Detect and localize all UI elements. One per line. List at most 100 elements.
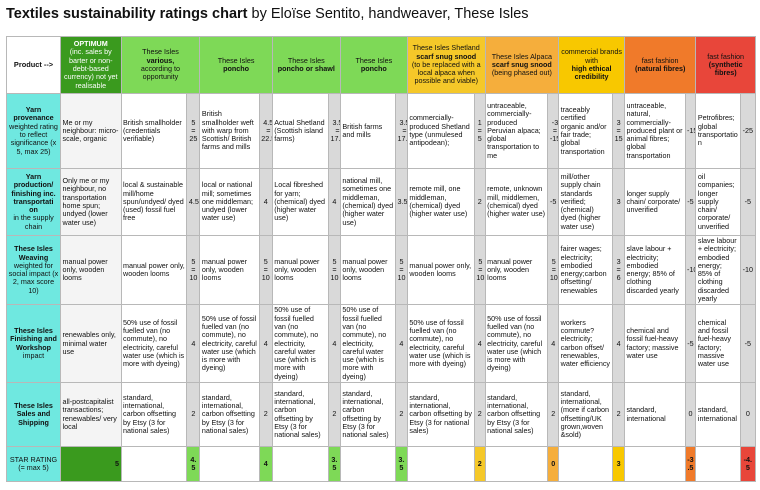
row-label-title: These Isles Weaving bbox=[14, 244, 53, 262]
criteria-score: 5 = 25 bbox=[186, 93, 201, 169]
criteria-score: 2 bbox=[547, 382, 560, 448]
column-header-line: fast fashion bbox=[707, 51, 745, 61]
row-label-sub: impact bbox=[22, 351, 45, 360]
criteria-text: chemical and fossil fuel-heavy factory; … bbox=[695, 304, 741, 384]
criteria-score: 2 bbox=[473, 382, 486, 448]
criteria-score: 0 bbox=[684, 382, 697, 448]
star-spacer bbox=[484, 446, 548, 483]
criteria-score: 2 bbox=[473, 168, 486, 236]
criteria-score: 3.5 = 17.5 bbox=[394, 93, 408, 169]
score-value: 0 bbox=[688, 409, 693, 419]
criteria-score: 5 = 10 bbox=[258, 234, 273, 306]
column-header-line: (inc. sales by barter or non-debt-based … bbox=[64, 47, 118, 90]
column-header-line: These Isles Shetland bbox=[412, 43, 480, 53]
criteria-text: Me or my neighbour: micro-scale, organic bbox=[60, 93, 122, 169]
criteria-score: 3.5 = 17.5 bbox=[327, 93, 341, 169]
criteria-score: 5 = 10 bbox=[394, 234, 408, 306]
score-value: 4 bbox=[263, 196, 268, 206]
criteria-score: 2 bbox=[612, 382, 626, 448]
star-value: -4.5 bbox=[739, 446, 757, 483]
criteria-text: renewables only, minimal water use bbox=[60, 304, 122, 384]
column-header-2: These Isles various, according to opportun… bbox=[120, 36, 201, 94]
score-value: 2 bbox=[332, 409, 337, 419]
criteria-score: -3 = -15 bbox=[547, 93, 560, 169]
score-value: 4 bbox=[477, 338, 482, 348]
criteria-text: national mill, sometimes one middleman, … bbox=[339, 168, 396, 236]
column-header-line: OPTIMUM bbox=[73, 39, 108, 49]
score-value: -5 bbox=[687, 338, 694, 348]
criteria-score: 4 bbox=[612, 304, 626, 384]
star-value: -3.5 bbox=[684, 446, 697, 483]
criteria-row: Yarn provenance weighted rating to reflec… bbox=[5, 93, 757, 169]
score-value: 5 = 10 bbox=[189, 256, 198, 283]
score-value: 3 = 6 bbox=[616, 256, 621, 283]
row-label-title: These Isles Finishing and Workshop bbox=[10, 326, 57, 352]
score-value: 4 bbox=[332, 338, 337, 348]
row-label: These Isles Sales and Shipping bbox=[5, 382, 62, 448]
star-spacer bbox=[624, 446, 686, 483]
criteria-text: remote mill, one middleman, (chemical) d… bbox=[406, 168, 475, 236]
row-label-title: Yarn production/ finishing inc. transpor… bbox=[11, 171, 56, 215]
score-value: 4 bbox=[191, 338, 196, 348]
criteria-text: remote, unknown mill, middlemen, (chemic… bbox=[484, 168, 549, 236]
star-value: 5 bbox=[60, 446, 122, 483]
star-spacer bbox=[271, 446, 329, 483]
column-header-3: These Isles poncho bbox=[199, 36, 273, 94]
criteria-score: 4.5 bbox=[186, 168, 201, 236]
star-value: 3.5 bbox=[394, 446, 408, 483]
criteria-text: British smallholder weft with warp from … bbox=[199, 93, 260, 169]
column-header-line: These Isles bbox=[217, 55, 255, 65]
column-header-6: These Isles Shetland scarf snug snood (to … bbox=[406, 36, 486, 94]
score-value: 3 = 15 bbox=[614, 117, 623, 144]
column-header-line: scarf snug snood bbox=[491, 59, 552, 69]
column-header-line: These Isles Alpaca bbox=[491, 51, 553, 61]
criteria-text: fairer wages; electricity; embodied ener… bbox=[558, 234, 614, 306]
score-value: -15 bbox=[687, 125, 695, 135]
criteria-score: 4.5 = 22.5 bbox=[258, 93, 273, 169]
score-value: 2 bbox=[263, 409, 268, 419]
criteria-text: manual power only, wooden looms bbox=[339, 234, 396, 306]
criteria-text: longer supply chain/ corporate/ unverifi… bbox=[624, 168, 686, 236]
title-rest: by Eloïse Sentito, handweaver, These Isl… bbox=[247, 6, 529, 22]
score-value: 4.5 bbox=[188, 196, 199, 206]
criteria-score: 5 = 10 bbox=[327, 234, 341, 306]
criteria-row: These Isles Finishing and Workshop impact… bbox=[5, 304, 757, 384]
score-value: 4 bbox=[551, 338, 556, 348]
column-header-10: fast fashion (synthetic fibres) bbox=[695, 36, 756, 94]
column-header-1: OPTIMUM (inc. sales by barter or non-debt… bbox=[60, 36, 122, 94]
score-value: 2 bbox=[477, 196, 482, 206]
criteria-score: -25 bbox=[739, 93, 757, 169]
criteria-score: 3.5 bbox=[394, 168, 408, 236]
criteria-text: Only me or my neighbour, no transportati… bbox=[60, 168, 122, 236]
criteria-text: commercially-produced Shetland type (unm… bbox=[406, 93, 475, 169]
star-spacer bbox=[406, 446, 475, 483]
column-header-line: (being phased out) bbox=[491, 68, 552, 78]
score-value: 4 bbox=[616, 338, 621, 348]
criteria-text: manual power only, wooden looms bbox=[484, 234, 549, 306]
score-value: 2 bbox=[616, 409, 621, 419]
row-label-sub: weighted rating to reflect significance … bbox=[9, 121, 58, 156]
column-header-line: poncho or shawl bbox=[277, 64, 335, 73]
row-label-title: Yarn provenance bbox=[13, 105, 54, 123]
score-value: 3.5 bbox=[397, 196, 408, 206]
star-rating-label: STAR RATING (= max 5) bbox=[5, 446, 62, 483]
score-value: -3 = -15 bbox=[549, 117, 559, 144]
column-header-line: poncho bbox=[360, 64, 387, 73]
criteria-text: 50% use of fossil fuelled van (no commut… bbox=[199, 304, 260, 384]
criteria-score: -5 bbox=[739, 168, 757, 236]
row-label: Yarn production/ finishing inc. transpor… bbox=[5, 168, 62, 236]
star-value: 4.5 bbox=[186, 446, 201, 483]
column-header-line: These Isles bbox=[287, 55, 325, 65]
column-header-line: (natural fibres) bbox=[635, 64, 686, 73]
star-spacer bbox=[120, 446, 187, 483]
score-value: 5 = 25 bbox=[189, 117, 198, 144]
criteria-text: traceably certified organic and/or fair … bbox=[558, 93, 614, 169]
column-header-line: various, bbox=[146, 55, 175, 65]
criteria-text: manual power only, wooden looms bbox=[199, 234, 260, 306]
column-header-line: scarf snug snood bbox=[416, 51, 477, 61]
score-value: 0 bbox=[745, 409, 750, 419]
star-value: 0 bbox=[547, 446, 560, 483]
criteria-text: manual power only, wooden looms bbox=[271, 234, 329, 306]
criteria-score: 4 bbox=[473, 304, 486, 384]
criteria-text: Petrofibres; global transportation bbox=[695, 93, 741, 169]
